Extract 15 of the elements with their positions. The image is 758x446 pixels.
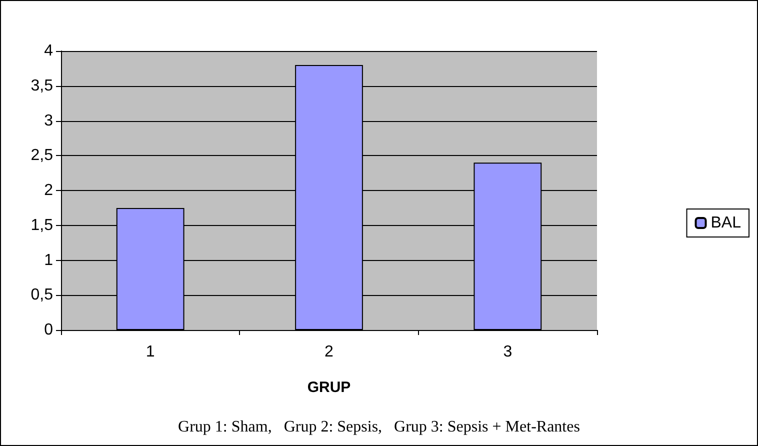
x-tick-label: 1 [146, 344, 155, 360]
x-axis-title: GRUP [307, 379, 351, 396]
text: Grup 1: Sham, Grup 2: Sepsis, Grup 3: Sepsis + Met-Rantes [178, 418, 580, 436]
y-tick-label: 1 [44, 252, 54, 269]
y-tick-label: 1,5 [30, 216, 54, 234]
x-tick-label: 2 [324, 344, 334, 360]
legend-label: BAL [710, 214, 742, 232]
y-tick-label: 2 [44, 182, 54, 199]
y-tick-label: 0 [44, 322, 54, 338]
y-tick-label: 3,5 [30, 77, 54, 94]
y-tick-label: 0,5 [30, 286, 54, 304]
y-tick-label: 4 [44, 42, 54, 60]
x-tick-label: 3 [503, 344, 512, 360]
y-tick-label: 2,5 [30, 147, 54, 164]
y-tick-label: 3 [44, 112, 54, 130]
